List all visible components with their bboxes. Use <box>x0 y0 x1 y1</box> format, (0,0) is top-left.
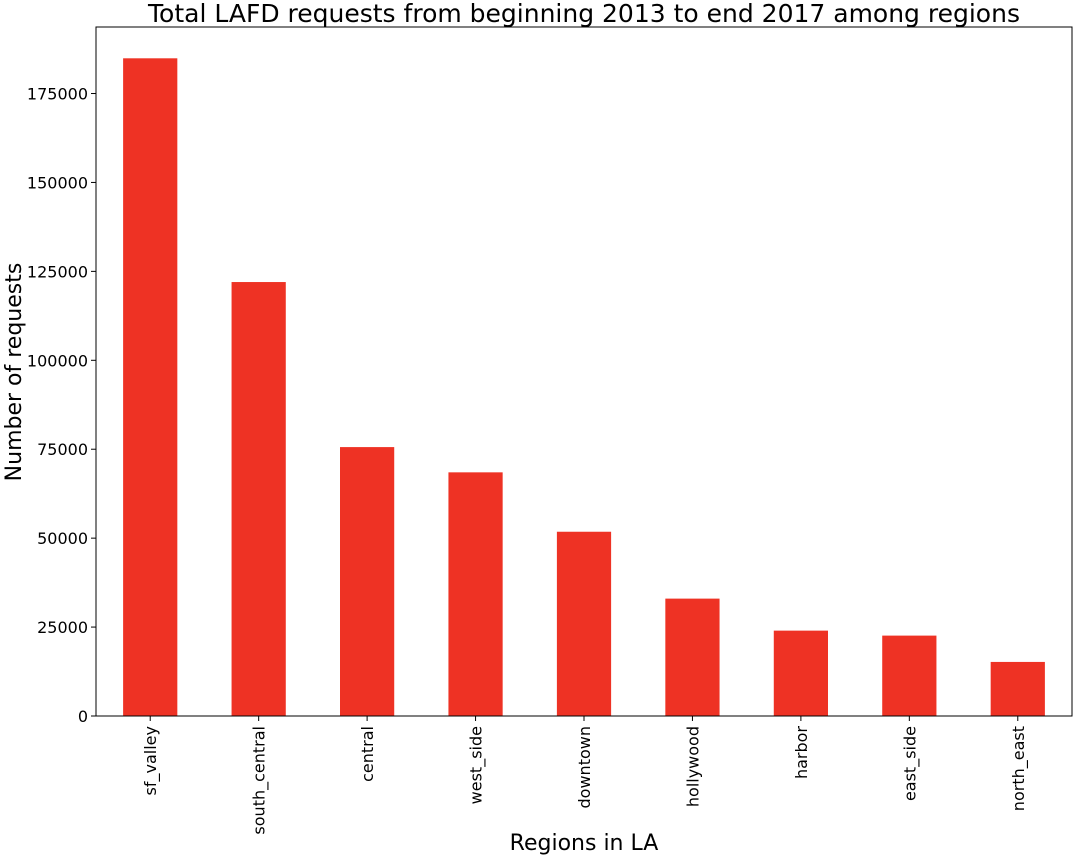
y-tick-label: 75000 <box>37 440 88 459</box>
bar-harbor <box>773 630 828 716</box>
x-tick-label-sf_valley: sf_valley <box>141 726 161 795</box>
y-tick-label: 150000 <box>27 173 88 192</box>
y-tick-label: 50000 <box>37 529 88 548</box>
x-tick-label-central: central <box>358 726 377 782</box>
x-tick-label-east_side: east_side <box>900 726 920 801</box>
y-tick-label: 175000 <box>27 85 88 104</box>
x-tick-label-downtown: downtown <box>575 726 594 808</box>
y-tick-label: 25000 <box>37 618 88 637</box>
x-axis-label: Regions in LA <box>510 831 659 856</box>
bar-east_side <box>882 635 937 716</box>
y-tick-label: 100000 <box>27 351 88 370</box>
bar-north_east <box>990 661 1045 716</box>
x-tick-label-north_east: north_east <box>1009 726 1029 811</box>
bar-west_side <box>448 472 503 716</box>
bar-south_central <box>231 282 286 716</box>
x-tick-label-harbor: harbor <box>792 726 811 779</box>
y-axis-label: Number of requests <box>2 263 27 482</box>
bar-downtown <box>556 531 612 716</box>
x-tick-label-hollywood: hollywood <box>683 726 702 807</box>
y-tick-label: 125000 <box>27 262 88 281</box>
bar-hollywood <box>665 598 720 716</box>
y-tick-label: 0 <box>78 707 88 726</box>
x-tick-label-south_central: south_central <box>250 726 270 835</box>
chart-title: Total LAFD requests from beginning 2013 … <box>147 0 1020 28</box>
plot-area: 0 25000 50000 75000 100000 125000 150000 175000… <box>27 26 1073 835</box>
x-tick-label-west_side: west_side <box>467 726 487 804</box>
bar-central <box>340 447 395 716</box>
bar-sf_valley <box>123 58 178 717</box>
